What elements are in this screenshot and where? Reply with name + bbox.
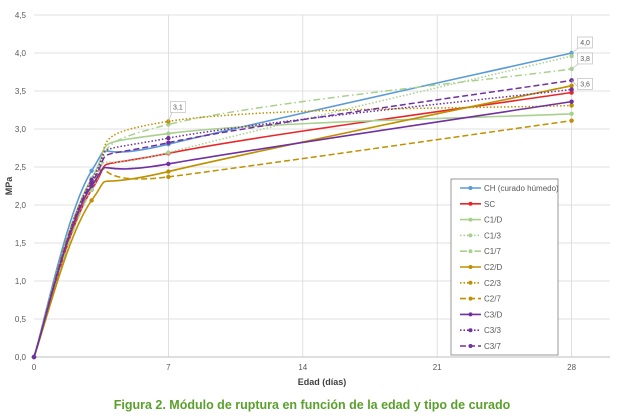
data-point — [89, 168, 94, 173]
legend-item: CH (curado húmedo) — [460, 184, 559, 193]
data-point — [166, 122, 171, 127]
legend-item: C1/3 — [460, 231, 501, 240]
data-label: 3,1 — [173, 104, 183, 111]
legend-marker — [468, 312, 473, 317]
legend-label: C1/7 — [484, 247, 501, 256]
data-point — [166, 161, 171, 167]
data-point — [166, 150, 171, 155]
legend-label: C3/7 — [484, 342, 501, 351]
x-tick-label: 14 — [298, 363, 307, 372]
x-tick-label: 28 — [567, 363, 576, 372]
data-point — [569, 83, 574, 88]
data-label-box — [170, 101, 186, 113]
legend-label: C3/3 — [484, 326, 501, 335]
data-label-box — [577, 78, 593, 90]
legend-item: C2/3 — [460, 279, 501, 288]
data-point — [166, 119, 171, 124]
series-c3-7 — [31, 78, 574, 360]
legend-item: C1/7 — [460, 247, 501, 256]
legend-label: C3/D — [484, 310, 502, 319]
data-point — [166, 169, 171, 174]
series-line — [33, 55, 572, 358]
legend-marker — [468, 233, 473, 238]
legend-marker — [468, 280, 473, 285]
legend-marker — [468, 265, 473, 269]
legend-label: C1/D — [484, 216, 502, 225]
data-label: 3,6 — [580, 81, 590, 88]
figure-caption: Figura 2. Módulo de ruptura en función d… — [113, 398, 511, 412]
legend-item: C2/7 — [460, 295, 501, 304]
data-point — [89, 180, 94, 186]
legend-label: CH (curado húmedo) — [484, 184, 559, 193]
y-tick-label: 1,0 — [15, 277, 27, 286]
data-point — [569, 90, 574, 95]
y-tick-label: 2,5 — [15, 163, 27, 172]
data-point — [569, 53, 574, 59]
legend-marker — [468, 328, 473, 333]
series-line — [33, 84, 572, 358]
legend-label: C2/7 — [484, 295, 501, 304]
legend-marker — [468, 249, 473, 254]
data-label: 4,0 — [580, 40, 590, 47]
legend-marker — [468, 201, 473, 206]
legend-item: SC — [460, 200, 495, 209]
y-tick-label: 3,5 — [15, 87, 27, 96]
y-axis-title: MPa — [4, 176, 14, 196]
legend-label: C1/3 — [484, 231, 501, 240]
legend-item: C3/7 — [460, 342, 501, 351]
data-point — [89, 198, 94, 203]
data-point — [569, 103, 574, 108]
y-tick-label: 3,0 — [15, 125, 27, 134]
legend-marker — [468, 344, 473, 348]
data-point — [569, 118, 574, 123]
legend-item: C3/D — [460, 310, 502, 319]
legend-marker — [468, 217, 473, 222]
data-label-box — [577, 36, 593, 49]
y-tick-label: 1,5 — [15, 239, 27, 248]
legend-item: C3/3 — [460, 326, 501, 335]
data-label-leader — [168, 111, 173, 122]
x-axis-title: Edad (días) — [298, 377, 347, 387]
legend-marker — [468, 186, 473, 190]
data-point — [569, 99, 574, 104]
series-line — [33, 104, 572, 358]
data-point — [569, 87, 574, 92]
x-tick-label: 7 — [166, 363, 171, 372]
x-tick-label: 0 — [32, 363, 37, 372]
y-tick-label: 0,5 — [15, 315, 27, 324]
y-tick-label: 0,0 — [15, 353, 27, 362]
data-label-box — [577, 52, 593, 65]
data-point — [166, 131, 171, 136]
data-point — [569, 111, 574, 117]
legend-marker — [468, 296, 473, 301]
legend-item: C1/D — [460, 216, 502, 225]
legend-label: C2/D — [484, 263, 502, 272]
legend-label: C2/3 — [484, 279, 501, 288]
y-tick-label: 2,0 — [15, 201, 27, 210]
data-point — [166, 135, 171, 141]
y-tick-label: 4,5 — [15, 11, 27, 20]
data-point — [166, 140, 171, 145]
series-line — [33, 79, 572, 358]
data-point — [31, 354, 37, 360]
legend: CH (curado húmedo) SC C1/D C1/3 C1/7 C2/D C2/3… — [450, 178, 559, 356]
y-tick-label: 4,0 — [15, 49, 27, 58]
data-point — [166, 174, 171, 180]
legend-label: SC — [484, 200, 495, 209]
x-tick-label: 21 — [433, 363, 442, 372]
data-label: 3,8 — [580, 56, 590, 63]
legend-item: C2/D — [460, 263, 502, 272]
